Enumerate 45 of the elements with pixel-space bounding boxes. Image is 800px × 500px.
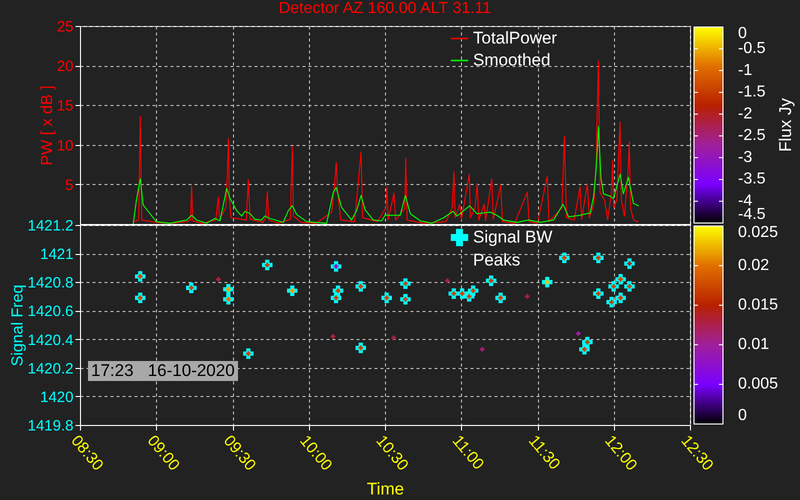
point: [391, 336, 396, 340]
color-bar-label: -3: [738, 148, 752, 166]
y-tick-label: 1420.6: [28, 303, 74, 320]
color-bar-label: -3.5: [738, 170, 766, 188]
y-tick-label: 1419.8: [28, 418, 74, 434]
color-bar-label: -2.5: [738, 127, 766, 144]
color-bar-label: 0.01: [738, 336, 770, 354]
legend-label: Signal BW: [473, 228, 552, 246]
point: [216, 276, 221, 282]
x-axis-title: Time: [366, 479, 404, 498]
color-bar-label: 0.005: [738, 376, 778, 393]
y-tick-label: 1420.2: [28, 360, 74, 378]
color-bar-label: 0.02: [738, 256, 770, 274]
point: [480, 346, 484, 352]
legend-label: TotalPower: [473, 28, 558, 48]
y-axis-title: Signal Freq: [10, 284, 27, 366]
point: [576, 331, 581, 336]
color-bar-label: 0: [738, 407, 747, 424]
point: [524, 294, 530, 299]
y-tick-label: 1420: [40, 388, 74, 406]
legend-label: Smoothed: [473, 50, 550, 70]
point: [445, 278, 450, 284]
color-bar-title: Flux Jy: [776, 98, 795, 152]
color-bar-label: 0: [738, 25, 747, 42]
color-bar-label: 0.025: [738, 224, 778, 242]
color-bar-label: 0.015: [738, 296, 778, 314]
color-bar-label: -1.5: [738, 84, 766, 101]
y-tick-label: 1421: [40, 246, 74, 264]
y-tick-label: 15: [56, 98, 74, 115]
color-bar-label: -0.5: [738, 40, 766, 58]
series-label: Peaks: [473, 250, 520, 270]
color-bar-label: -2: [738, 105, 752, 122]
y-tick-label: 10: [56, 137, 74, 154]
point: [330, 334, 336, 339]
y-axis-title: PW [ x dB ]: [38, 85, 56, 166]
y-tick-label: 5: [65, 176, 74, 194]
y-tick-label: 1420.4: [28, 332, 74, 349]
chart-title: Detector AZ 160.00 ALT 31.11: [278, 0, 492, 17]
color-bar-label: -1: [738, 62, 752, 79]
y-tick-label: 20: [56, 58, 74, 76]
y-tick-label: 1420.8: [28, 274, 74, 292]
annotation: 17:23 16-10-2020: [88, 361, 238, 381]
y-tick-label: 25: [56, 18, 74, 36]
y-tick-label: 1421.2: [28, 218, 74, 234]
line-series: [132, 126, 639, 224]
